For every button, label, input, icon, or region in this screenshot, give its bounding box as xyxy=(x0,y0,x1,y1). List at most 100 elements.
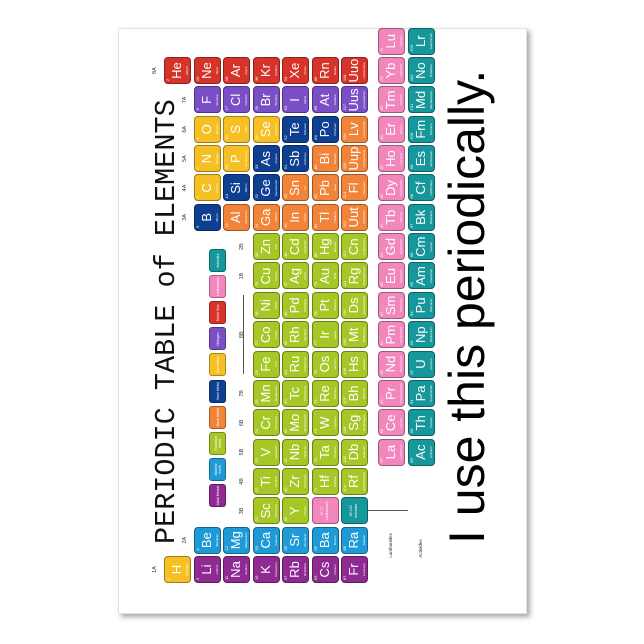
element-ta: 73 Ta Tantalum xyxy=(311,438,339,466)
element-lu: 71 Lu Lutetium xyxy=(378,27,405,55)
element-symbol: Cm xyxy=(413,236,428,257)
element-name: Lanthanum xyxy=(399,444,403,460)
element-symbol: Ra xyxy=(346,531,361,549)
element-name: Mendelevium xyxy=(429,90,433,109)
element-mn: 25 Mn Manganese xyxy=(252,379,280,407)
element-symbol: W xyxy=(316,416,332,429)
element-symbol: Ta xyxy=(316,445,332,459)
element-rf: 104 Rf Rutherfordium xyxy=(341,467,368,495)
element-symbol: Cd xyxy=(287,238,302,255)
element-name: Rubidium xyxy=(303,563,307,576)
element-p: 15 P Phosphorus xyxy=(223,145,250,173)
element-name: Cobalt xyxy=(273,330,278,340)
element-symbol: Ge xyxy=(257,179,273,197)
element-symbol: Tb xyxy=(383,209,398,225)
element-name: Dubnium xyxy=(362,446,366,459)
element-symbol: Po xyxy=(316,121,332,138)
element-ba: 56 Ba Barium xyxy=(311,526,339,554)
element-n: 7 N Nitrogen xyxy=(193,145,221,173)
element-se: 34 Se Selenium xyxy=(252,115,280,143)
element-symbol: Lu xyxy=(383,33,398,49)
element-hf: 72 Hf Hafnium xyxy=(311,467,339,495)
element-symbol: Ce xyxy=(383,414,398,432)
element-name: Roentgenium xyxy=(362,267,366,285)
element-name: Zirconium xyxy=(303,474,307,489)
element-name: Lithium xyxy=(214,564,219,575)
element-ce: 58 Ce Cerium xyxy=(378,409,405,437)
element-name: Nitrogen xyxy=(214,152,219,165)
element-symbol: Fe xyxy=(257,356,273,372)
element-name: Barium xyxy=(332,535,337,545)
element-symbol: Kr xyxy=(257,64,273,78)
element-symbol: S xyxy=(228,124,243,134)
element-hg: 80 Hg Mercury xyxy=(311,233,339,261)
element-symbol: Te xyxy=(287,122,302,137)
element-cs: 55 Cs Cesium xyxy=(311,556,339,583)
element-pd: 46 Pd Palladium xyxy=(282,291,309,319)
element-name: Selenium xyxy=(273,123,278,136)
element-uup: 115 Uup Ununpentium xyxy=(341,145,368,173)
element-name: Polonium xyxy=(332,123,337,136)
element-symbol: Cs xyxy=(316,561,332,578)
slogan-text: I use this periodically. xyxy=(439,69,495,544)
placeholder-actinides: 89-103 Actinides xyxy=(341,497,368,525)
element-name: Rhenium xyxy=(332,387,337,400)
element-name: Ytterbium xyxy=(399,64,403,77)
element-in: 49 In Indium xyxy=(282,203,309,231)
periodic-table-card: PERIODIC TABLE of ELEMENTS I use this pe… xyxy=(118,27,527,614)
element-sc: 21 Sc Scandium xyxy=(252,497,280,525)
element-name: Scandium xyxy=(273,504,278,518)
legend-key-nm: Non Metal xyxy=(209,353,226,377)
element-name: Flerovium xyxy=(362,181,366,195)
element-symbol: Bh xyxy=(346,385,361,402)
element-name: Beryllium xyxy=(214,533,219,547)
element-name: Strontium xyxy=(303,533,307,547)
element-sr: 38 Sr Strontium xyxy=(282,526,309,554)
element-name: Platinum xyxy=(332,299,337,312)
legend-key-ae: Alkaline Earth xyxy=(209,457,226,481)
element-symbol: K xyxy=(257,565,273,574)
element-symbol: Gd xyxy=(383,237,398,256)
group-label: 5B xyxy=(239,448,245,456)
page-title: PERIODIC TABLE of ELEMENTS xyxy=(150,99,183,544)
element-symbol: Pb xyxy=(316,180,332,196)
element-symbol: He xyxy=(169,62,184,79)
element-name: Fluorine xyxy=(214,94,219,106)
element-symbol: Am xyxy=(413,266,428,286)
element-name: Ununoctium xyxy=(362,62,366,79)
element-re: 75 Re Rhenium xyxy=(311,379,339,407)
element-w: 74 W Tungsten xyxy=(311,409,339,437)
element-c: 6 C Carbon xyxy=(193,174,221,202)
row-label-lanthanides: Lanthanides xyxy=(388,533,393,558)
element-symbol: Mn xyxy=(257,384,273,403)
element-sb: 51 Sb Antimony xyxy=(282,145,309,173)
element-symbol: Hg xyxy=(316,238,332,255)
element-cr: 24 Cr Chromium xyxy=(252,409,280,437)
element-name: Tantalum xyxy=(332,446,337,459)
element-cl: 17 Cl Chlorine xyxy=(223,86,250,114)
element-symbol: Dy xyxy=(383,180,398,196)
element-symbol: Li xyxy=(198,564,214,575)
element-ca: 20 Ca Calcium xyxy=(252,526,280,554)
element-symbol: Cn xyxy=(346,238,361,255)
element-name: Radon xyxy=(332,66,337,75)
element-po: 84 Po Polonium xyxy=(311,115,339,143)
element-name: Promethium xyxy=(399,326,403,343)
element-name: Nobelium xyxy=(429,64,433,77)
element-mo: 42 Mo Molybdenum xyxy=(282,409,309,437)
element-name: Hafnium xyxy=(332,475,337,488)
element-es: 99 Es Einsteinium xyxy=(408,145,435,173)
element-symbol: Cu xyxy=(257,267,273,285)
element-name: Magnesium xyxy=(244,532,248,548)
element-name: Copper xyxy=(273,271,278,281)
element-symbol: H xyxy=(169,564,184,575)
element-symbol: V xyxy=(257,447,273,457)
element-no: 102 No Nobelium xyxy=(408,57,435,85)
element-symbol: Mt xyxy=(346,327,361,342)
element-symbol: At xyxy=(316,93,332,107)
element-name: Ruthenium xyxy=(303,356,307,372)
element-symbol: B xyxy=(198,212,214,222)
element-name: Lawrencium xyxy=(429,33,433,50)
element-nb: 41 Nb Niobium xyxy=(282,438,309,466)
element-nd: 60 Nd Neodymium xyxy=(378,350,405,378)
